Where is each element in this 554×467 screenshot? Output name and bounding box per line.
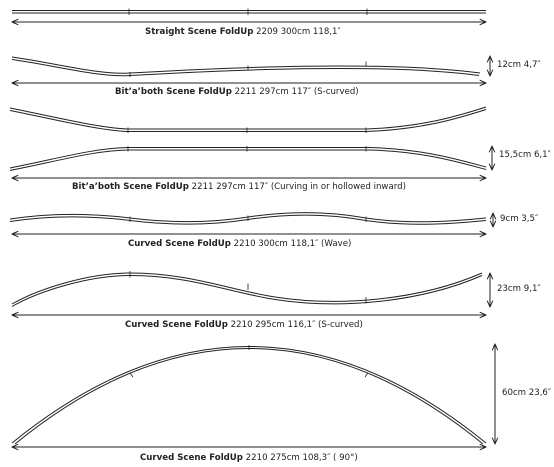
arc-caption-name: Curved Scene FoldUp — [140, 453, 243, 463]
straight-caption: Straight Scene FoldUp 2209 300cm 118,1″ — [145, 28, 341, 37]
s-curved-curved-track — [11, 271, 483, 307]
arc-height-label: 60cm 23,6″ — [502, 388, 552, 398]
s-curved-bitaboth-caption-name: Bit’a’both Scene FoldUp — [115, 87, 232, 97]
hollowed-bitaboth-top-track — [9, 106, 487, 133]
s-curved-bitaboth-caption: Bit’a’both Scene FoldUp 2211 297cm 117″ … — [115, 88, 359, 97]
s-curved-bitaboth-track — [11, 56, 481, 77]
wave-caption-details: 2210 300cm 118,1″ (Wave) — [230, 239, 352, 249]
straight-caption-details: 2209 300cm 118,1″ — [253, 27, 341, 37]
straight-foldup-track — [12, 8, 486, 15]
hollowed-bitaboth-caption-name: Bit’a’both Scene FoldUp — [72, 182, 189, 192]
s-curved-curved-caption-details: 2210 295cm 116,1″ (S-curved) — [227, 320, 363, 330]
arc-caption: Curved Scene FoldUp 2210 275cm 108,3″ ( … — [140, 454, 358, 463]
s-curved-curved-caption-name: Curved Scene FoldUp — [125, 320, 228, 330]
s-curved-curved-caption: Curved Scene FoldUp 2210 295cm 116,1″ (S… — [125, 321, 363, 330]
hollowed-bitaboth-bottom-track — [9, 146, 487, 171]
hollowed-bitaboth-caption-details: 2211 297cm 117″ (Curving in or hollowed … — [188, 182, 406, 192]
s-curved-height-label: 12cm 4,7″ — [497, 60, 541, 70]
s-curved-bitaboth-caption-details: 2211 297cm 117″ (S-curved) — [231, 87, 359, 97]
wave-caption-name: Curved Scene FoldUp — [128, 239, 231, 249]
straight-caption-name: Straight Scene FoldUp — [145, 27, 254, 37]
hollowed-bitaboth-caption: Bit’a’both Scene FoldUp 2211 297cm 117″ … — [72, 183, 406, 192]
wave-caption: Curved Scene FoldUp 2210 300cm 118,1″ (W… — [128, 240, 351, 249]
s-curved-curved-height-label: 23cm 9,1″ — [497, 284, 541, 294]
wave-curved-track — [9, 212, 487, 225]
arc-caption-details: 2210 275cm 108,3″ ( 90°) — [242, 453, 358, 463]
hollowed-height-label: 15,5cm 6,1″ — [499, 150, 551, 160]
wave-height-label: 9cm 3,5″ — [500, 214, 539, 224]
arc-90-curved-track — [11, 345, 487, 445]
